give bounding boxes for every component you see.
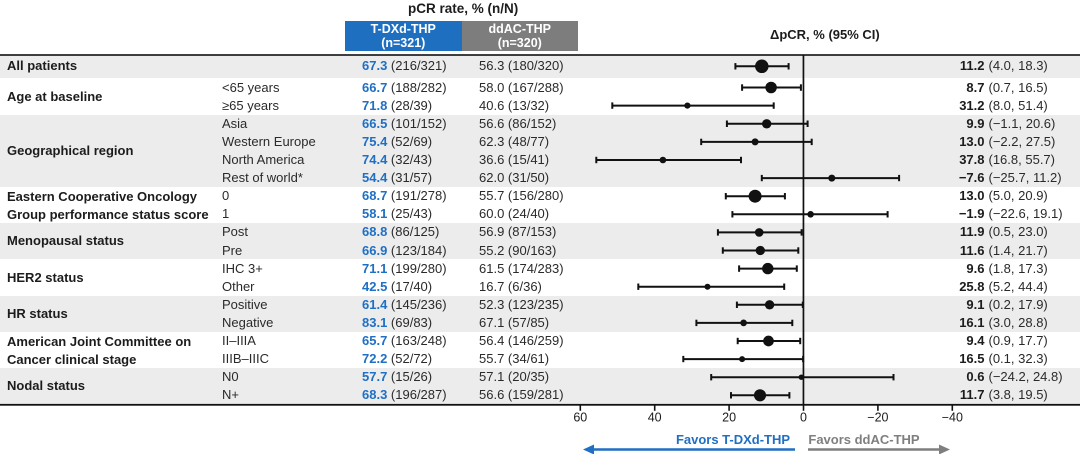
svg-text:Favors ddAC-THP: Favors ddAC-THP (808, 432, 920, 447)
svg-text:60: 60 (573, 411, 587, 425)
svg-text:20: 20 (722, 411, 736, 425)
svg-text:0: 0 (800, 411, 807, 425)
svg-text:−40: −40 (942, 411, 963, 425)
svg-text:−20: −20 (867, 411, 888, 425)
svg-text:40: 40 (648, 411, 662, 425)
svg-text:Favors T-DXd-THP: Favors T-DXd-THP (676, 432, 790, 447)
